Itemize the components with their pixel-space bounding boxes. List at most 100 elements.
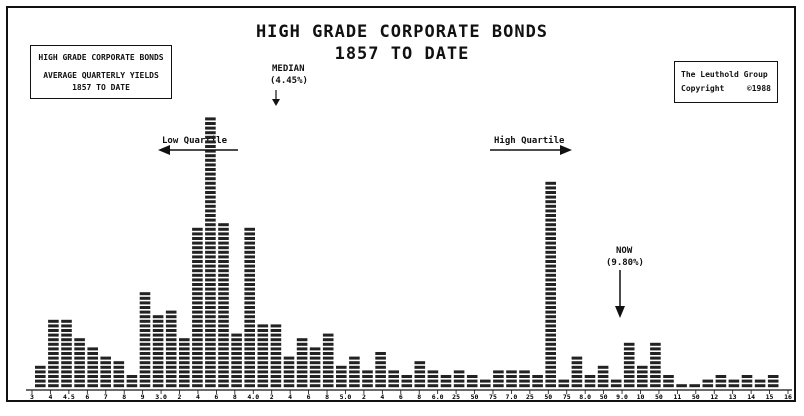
quarter-entry	[218, 319, 229, 323]
quarter-entry	[231, 338, 242, 342]
quarter-entry	[74, 352, 85, 355]
quarter-entry	[100, 379, 111, 383]
quarter-entry	[48, 361, 59, 365]
quarter-entry	[388, 384, 399, 388]
quarter-entry	[375, 384, 386, 388]
quarter-entry	[205, 218, 216, 222]
quarter-entry	[165, 315, 177, 319]
info-box-line2: AVERAGE QUARTERLY YIELDS	[43, 71, 159, 80]
quarter-entry	[48, 333, 59, 337]
median-value: (4.45%)	[270, 76, 308, 86]
histogram-column	[375, 352, 386, 388]
x-tick-label: 10	[637, 393, 645, 401]
quarter-entry	[61, 361, 72, 365]
quarter-entry	[623, 384, 635, 388]
quarter-entry	[61, 347, 72, 351]
x-tick-label: 8.0	[579, 393, 591, 401]
quarter-entry	[205, 306, 216, 309]
quarter-entry	[139, 342, 151, 346]
histogram-column	[48, 319, 59, 388]
quarter-entry	[218, 246, 229, 250]
histogram-column	[453, 370, 465, 388]
quarter-entry	[35, 375, 46, 378]
quarter-entry	[165, 379, 177, 383]
quarter-entry	[179, 352, 190, 355]
quarter-entry	[532, 384, 543, 388]
quarter-entry	[165, 361, 177, 365]
quarter-entry	[218, 264, 229, 268]
histogram-column	[637, 365, 648, 388]
x-tick-label: 50	[692, 393, 700, 401]
quarter-entry	[192, 301, 203, 305]
quarter-entry	[205, 315, 216, 319]
quarter-entry	[309, 370, 321, 374]
quarter-entry	[152, 315, 164, 319]
quarter-entry	[244, 356, 255, 360]
quarter-entry	[192, 347, 203, 351]
quarter-entry	[139, 306, 151, 309]
x-tick-label: 6	[307, 393, 311, 401]
quarter-entry	[571, 375, 583, 378]
quarter-entry	[283, 375, 295, 378]
quarter-entry	[545, 260, 556, 263]
quarter-entry	[545, 209, 556, 213]
quarter-entry	[650, 384, 661, 388]
quarter-entry	[48, 342, 59, 346]
quarter-entry	[74, 338, 85, 342]
quarter-entry	[545, 324, 556, 328]
quarter-entry	[205, 292, 216, 296]
quarter-entry	[231, 356, 242, 360]
quarter-entry	[270, 342, 282, 346]
histogram-column	[440, 375, 452, 388]
histogram-column	[519, 370, 530, 388]
histogram-column	[414, 361, 426, 388]
quarter-entry	[205, 324, 216, 328]
quarter-entry	[623, 365, 635, 369]
quarter-entry	[257, 375, 269, 378]
quarter-entry	[87, 356, 98, 360]
x-tick-label: 16	[784, 393, 792, 401]
quarter-entry	[493, 375, 504, 378]
quarter-entry	[87, 352, 98, 355]
quarter-entry	[74, 365, 85, 369]
quarter-entry	[152, 333, 164, 337]
quarter-entry	[192, 365, 203, 369]
quarter-entry	[139, 292, 151, 296]
quarter-entry	[231, 379, 242, 383]
quarter-entry	[192, 352, 203, 355]
quarter-entry	[48, 356, 59, 360]
quarter-entry	[205, 384, 216, 388]
quarter-entry	[218, 260, 229, 263]
copyright-year: ©1988	[746, 84, 771, 93]
quarter-entry	[519, 370, 530, 374]
histogram-column	[689, 384, 700, 388]
quarter-entry	[545, 278, 556, 282]
quarter-entry	[244, 296, 255, 300]
histogram-column	[139, 292, 151, 388]
quarter-entry	[322, 384, 334, 388]
quarter-entry	[61, 375, 72, 378]
low-quartile-label: Low Quartile	[162, 136, 228, 146]
quarter-entry	[597, 379, 609, 383]
quarter-entry	[584, 375, 596, 378]
quarter-entry	[139, 315, 151, 319]
quarter-entry	[152, 342, 164, 346]
quarter-entry	[375, 365, 386, 369]
quarter-entry	[597, 365, 609, 369]
histogram-column	[558, 379, 570, 388]
quarter-entry	[309, 352, 321, 355]
quarter-entry	[349, 375, 360, 378]
quarter-entry	[637, 365, 648, 369]
quarter-entry	[192, 232, 203, 236]
quarter-entry	[205, 200, 216, 204]
quarter-entry	[179, 370, 190, 374]
quarter-entry	[218, 333, 229, 337]
quarter-entry	[205, 177, 216, 181]
quarter-entry	[192, 296, 203, 300]
quarter-entry	[650, 379, 661, 383]
quarter-entry	[336, 365, 347, 369]
quarter-entry	[545, 264, 556, 268]
quarter-entry	[244, 250, 255, 254]
quarter-entry	[205, 310, 216, 314]
x-tick-label: 9.0	[616, 393, 628, 401]
